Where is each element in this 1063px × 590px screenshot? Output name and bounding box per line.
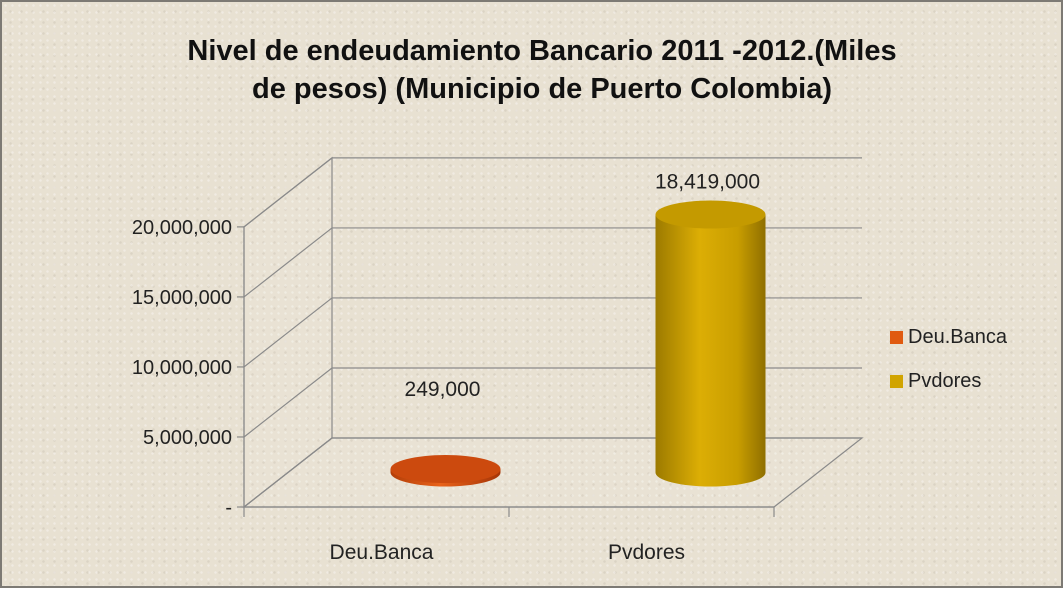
chart-title-line-2: de pesos) (Municipio de Puerto Colombia) — [251, 73, 833, 105]
legend-swatch-pvdores — [890, 374, 903, 388]
y-tick-label: 15,000,000 — [132, 287, 232, 309]
legend-swatch-deu-banca — [890, 330, 903, 344]
legend-label-pvdores: Pvdores — [908, 369, 982, 392]
bars — [390, 200, 766, 487]
gridline-side — [243, 297, 333, 368]
legend-label-deu-banca: Deu.Banca — [908, 325, 1007, 348]
bar-body — [655, 214, 766, 487]
x-axis: Deu.Banca Pvdores — [243, 506, 775, 564]
data-label: 18,419,000 — [655, 171, 760, 194]
x-category-label: Deu.Banca — [330, 541, 434, 564]
chart-walls — [242, 156, 864, 509]
bar-pvdores — [655, 200, 766, 487]
data-labels: 249,000 18,419,000 — [405, 171, 761, 401]
gridline-side — [243, 227, 333, 298]
gridline-side — [243, 437, 333, 508]
data-label: 249,000 — [405, 378, 481, 401]
gridline-side — [243, 367, 333, 438]
bar-top — [655, 200, 766, 229]
gridlines — [243, 157, 862, 508]
y-tick-label: 20,000,000 — [132, 217, 232, 239]
legend: Deu.Banca Pvdores — [890, 315, 1007, 403]
y-axis: - 5,000,000 10,000,000 15,000,000 20,000,000 — [132, 217, 245, 519]
legend-item-deu-banca: Deu.Banca — [890, 315, 1007, 359]
x-category-label: Pvdores — [608, 541, 685, 564]
y-tick-label: 10,000,000 — [132, 357, 232, 379]
bar-deubanca — [390, 455, 501, 487]
y-tick-label: - — [225, 497, 232, 519]
y-tick-label: 5,000,000 — [143, 427, 232, 449]
chart-title-line-1: Nivel de endeudamiento Bancario 2011 -20… — [187, 35, 897, 67]
legend-item-pvdores: Pvdores — [890, 359, 1007, 403]
gridline-side — [243, 157, 333, 228]
bar-top — [390, 455, 501, 484]
chart-title: Nivel de endeudamiento Bancario 2011 -20… — [42, 32, 1042, 108]
floor — [242, 437, 864, 508]
